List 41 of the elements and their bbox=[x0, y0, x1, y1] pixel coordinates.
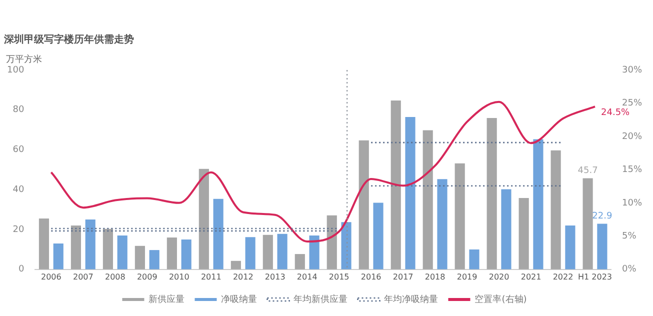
y-tick-label: 60 bbox=[12, 145, 24, 156]
x-tick-label: 2007 bbox=[72, 272, 94, 282]
x-tick-label: 2014 bbox=[296, 272, 318, 282]
legend-label: 空置率(右轴) bbox=[474, 294, 527, 305]
x-tick-label: H1 2023 bbox=[578, 272, 612, 282]
y-tick-label: 80 bbox=[12, 105, 24, 116]
x-tick-label: 2008 bbox=[104, 272, 126, 282]
y-tick-label: 0 bbox=[18, 264, 24, 275]
x-tick-label: 2015 bbox=[328, 272, 350, 282]
legend-label: 净吸纳量 bbox=[221, 294, 258, 305]
data-label: 22.9 bbox=[592, 212, 612, 222]
y2-tick-label: 5% bbox=[622, 232, 637, 242]
x-tick-label: 2020 bbox=[488, 272, 510, 282]
x-tick-label: 2019 bbox=[456, 272, 478, 282]
x-tick-label: 2012 bbox=[232, 272, 254, 282]
y-tick-label: 40 bbox=[12, 184, 24, 195]
y2-tick-label: 20% bbox=[622, 132, 642, 142]
x-tick-label: 2013 bbox=[264, 272, 286, 282]
x-tick-label: 2021 bbox=[520, 272, 542, 282]
legend-label: 新供应量 bbox=[148, 294, 185, 305]
x-tick-label: 2010 bbox=[168, 272, 190, 282]
x-tick-label: 2011 bbox=[200, 272, 222, 282]
data-label: 24.5% bbox=[601, 108, 630, 118]
data-label: 45.7 bbox=[578, 166, 598, 176]
y2-tick-label: 30% bbox=[622, 65, 642, 76]
legend-label: 年均净吸纳量 bbox=[384, 294, 438, 305]
y2-tick-label: 15% bbox=[622, 165, 642, 176]
x-tick-label: 2022 bbox=[552, 272, 574, 282]
x-tick-label: 2006 bbox=[40, 272, 62, 282]
y-tick-label: 100 bbox=[6, 65, 24, 76]
x-tick-label: 2009 bbox=[136, 272, 158, 282]
chart-title: 深圳甲级写字楼历年供需走势 bbox=[3, 34, 134, 46]
y2-tick-label: 10% bbox=[622, 198, 642, 208]
y-axis-title: 万平方米 bbox=[6, 54, 42, 65]
legend-label: 年均新供应量 bbox=[294, 294, 348, 305]
x-tick-label: 2016 bbox=[360, 272, 382, 282]
x-tick-label: 2017 bbox=[392, 272, 414, 282]
x-tick-label: 2018 bbox=[424, 272, 446, 282]
y2-tick-label: 25% bbox=[622, 98, 642, 109]
y-tick-label: 20 bbox=[12, 224, 24, 235]
y2-tick-label: 0% bbox=[622, 264, 637, 275]
